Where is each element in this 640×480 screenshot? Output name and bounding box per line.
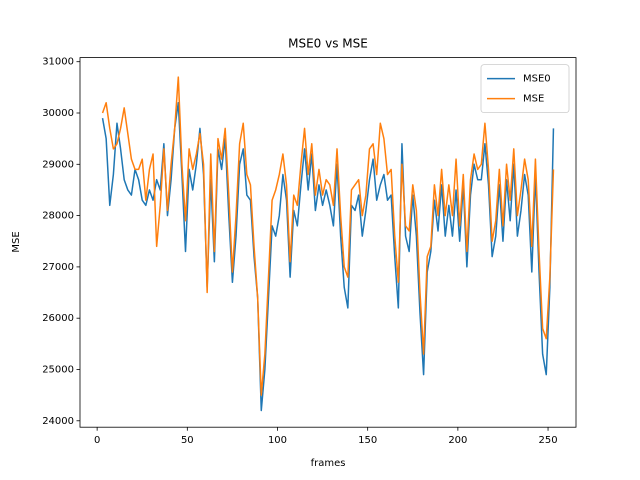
x-axis-label: frames xyxy=(311,458,346,469)
chart-title: MSE0 vs MSE xyxy=(288,37,368,51)
y-tick-label: 28000 xyxy=(42,211,74,222)
y-tick-label: 26000 xyxy=(42,313,74,324)
x-tick-label: 150 xyxy=(358,435,377,446)
x-tick-label: 250 xyxy=(538,435,557,446)
y-tick-label: 25000 xyxy=(42,364,74,375)
y-tick-label: 30000 xyxy=(42,108,74,119)
series-line xyxy=(101,76,555,396)
x-tick-label: 0 xyxy=(94,435,100,446)
legend-box xyxy=(480,64,570,113)
x-tick-label: 100 xyxy=(268,435,287,446)
series-line xyxy=(101,101,555,412)
legend-label: MSE xyxy=(523,94,544,105)
x-tick-label: 50 xyxy=(181,435,194,446)
legend-label: MSE0 xyxy=(523,74,551,85)
y-tick-label: 31000 xyxy=(42,57,74,68)
legend: MSE0 MSE xyxy=(480,64,570,113)
x-tick-label: 200 xyxy=(448,435,467,446)
y-tick-label: 29000 xyxy=(42,159,74,170)
y-tick-label: 27000 xyxy=(42,262,74,273)
y-axis-label: MSE xyxy=(11,231,22,252)
y-tick-label: 24000 xyxy=(42,416,74,427)
plot-frame xyxy=(79,57,577,428)
